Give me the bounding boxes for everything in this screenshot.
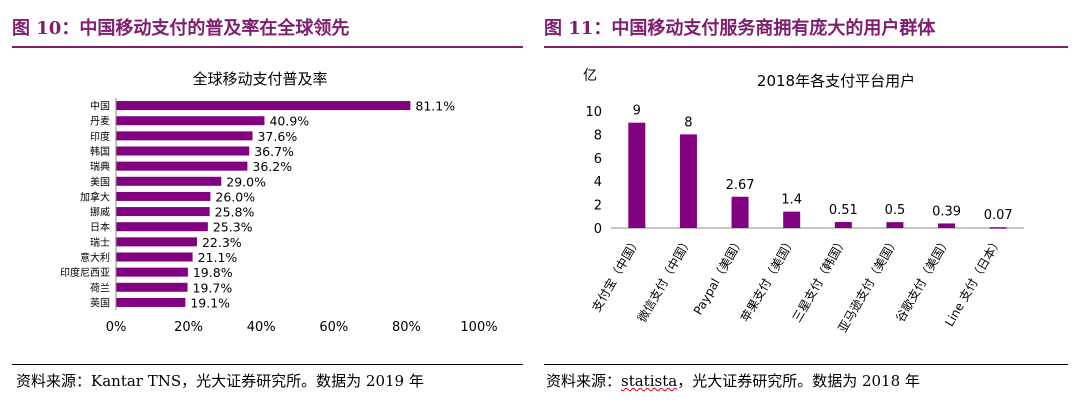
- data-label: 36.7%: [254, 144, 294, 159]
- bar: [116, 237, 197, 247]
- category-label: 三星支付（韩国）: [789, 234, 850, 325]
- figure-10-panel: 图 10：中国移动支付的普及率在全球领先 全球移动支付普及率中国 81.1% 丹麦 4…: [0, 0, 525, 405]
- data-label: 0.51: [829, 203, 858, 218]
- data-label: 0.39: [932, 204, 961, 219]
- category-label: 苹果支付（美国）: [738, 235, 798, 325]
- source-prefix: 资料来源：: [16, 372, 92, 390]
- category-label: 中国: [90, 100, 110, 113]
- category-label: 荷兰: [90, 281, 110, 294]
- data-label: 2.67: [726, 178, 755, 193]
- y-tick-label: 4: [594, 175, 602, 190]
- data-label: 0.5: [885, 203, 906, 218]
- bar: [116, 176, 222, 186]
- source-divider: [12, 364, 523, 365]
- bar: [116, 267, 188, 277]
- x-tick-label: 60%: [319, 320, 348, 335]
- category-label: 加拿大: [80, 190, 110, 203]
- title-divider: [12, 46, 523, 48]
- chart-title: 全球移动支付普及率: [192, 70, 327, 88]
- bar: [116, 297, 186, 307]
- source-divider: [544, 364, 1068, 365]
- y-tick-label: 2: [594, 199, 602, 214]
- x-tick-label: 80%: [392, 320, 421, 335]
- title-divider: [544, 46, 1068, 48]
- bar: [116, 207, 210, 217]
- data-label: 29.0%: [226, 174, 266, 189]
- category-label: 印度: [90, 130, 110, 143]
- data-label: 36.2%: [252, 159, 292, 174]
- category-label: 意大利: [80, 251, 110, 264]
- category-label: 瑞士: [90, 236, 110, 249]
- data-label: 22.3%: [202, 235, 242, 250]
- data-label: 25.3%: [213, 220, 253, 235]
- bar: [886, 222, 904, 228]
- bar: [116, 252, 193, 262]
- data-label: 1.4: [781, 193, 802, 208]
- category-label: 支付宝（中国）: [588, 234, 643, 314]
- category-label: 微信支付（中国）: [634, 234, 695, 325]
- bar: [116, 191, 211, 201]
- bar: [834, 222, 852, 228]
- data-label: 8: [684, 115, 692, 130]
- x-tick-label: 100%: [460, 320, 497, 335]
- bar: [628, 122, 646, 228]
- bar: [679, 134, 697, 228]
- y-axis-unit: 亿: [583, 68, 597, 84]
- bar: [116, 116, 265, 126]
- y-tick-label: 0: [594, 222, 602, 237]
- data-label: 21.1%: [198, 250, 238, 265]
- bar: [116, 131, 253, 141]
- bar: [116, 222, 208, 232]
- source-brand: Kantar TNS: [91, 372, 182, 390]
- data-label: 9: [633, 104, 641, 119]
- figure-11-panel: 图 11：中国移动支付服务商拥有庞大的用户群体 2018年各支付平台用户 亿 0 2 4…: [540, 0, 1080, 405]
- x-tick-label: 0%: [106, 320, 127, 335]
- source-brand: statista: [621, 372, 678, 390]
- data-label: 19.8%: [193, 265, 233, 280]
- source-suffix: ，光大证券研究所。数据为 2019 年: [181, 372, 424, 390]
- y-tick-label: 8: [594, 128, 602, 143]
- category-label: 瑞典: [90, 160, 110, 173]
- category-label: Paypal（美国）: [691, 235, 747, 318]
- source-suffix: ，光大证券研究所。数据为 2018 年: [677, 372, 920, 390]
- category-label: Line 支付（日本）: [942, 235, 1005, 329]
- x-tick-label: 40%: [247, 320, 276, 335]
- data-label: 26.0%: [215, 189, 255, 204]
- bar: [938, 223, 956, 228]
- category-label: 挪威: [90, 206, 110, 219]
- data-label: 0.07: [984, 208, 1013, 223]
- data-label: 81.1%: [415, 99, 455, 114]
- source-prefix: 资料来源：: [546, 372, 622, 390]
- category-label: 韩国: [90, 145, 110, 158]
- data-label: 19.7%: [193, 280, 233, 295]
- bar: [783, 211, 801, 228]
- bar: [731, 196, 749, 228]
- category-label: 美国: [90, 175, 110, 188]
- users-bar-chart: 2018年各支付平台用户 亿 0 2 4 6 8 10 9 支付宝（中国） 8 微信支付（中国） 2.6…: [583, 68, 1024, 336]
- y-tick-label: 6: [594, 152, 602, 167]
- data-label: 25.8%: [215, 205, 255, 220]
- category-label: 日本: [90, 221, 110, 234]
- source-note: 资料来源：statista，光大证券研究所。数据为 2018 年: [546, 370, 920, 391]
- bar: [116, 282, 188, 292]
- bar: [989, 227, 1007, 229]
- data-label: 19.1%: [190, 295, 230, 310]
- data-label: 37.6%: [257, 129, 297, 144]
- category-label: 亚马逊支付（美国）: [835, 235, 901, 336]
- source-note: 资料来源：Kantar TNS，光大证券研究所。数据为 2019 年: [16, 370, 424, 391]
- category-label: 英国: [90, 296, 110, 309]
- category-label: 印度尼西亚: [60, 266, 110, 279]
- figure-title: 图 11：中国移动支付服务商拥有庞大的用户群体: [544, 18, 936, 39]
- x-tick-label: 20%: [174, 320, 203, 335]
- chart-title: 2018年各支付平台用户: [757, 72, 915, 90]
- figure-title: 图 10：中国移动支付的普及率在全球领先: [12, 18, 350, 39]
- category-label: 丹麦: [90, 116, 110, 128]
- bar: [116, 161, 248, 171]
- data-label: 40.9%: [269, 114, 309, 129]
- y-tick-label: 10: [585, 105, 602, 120]
- bar: [116, 146, 250, 156]
- category-label: 谷歌支付（美国）: [892, 234, 953, 325]
- bar: [116, 101, 411, 111]
